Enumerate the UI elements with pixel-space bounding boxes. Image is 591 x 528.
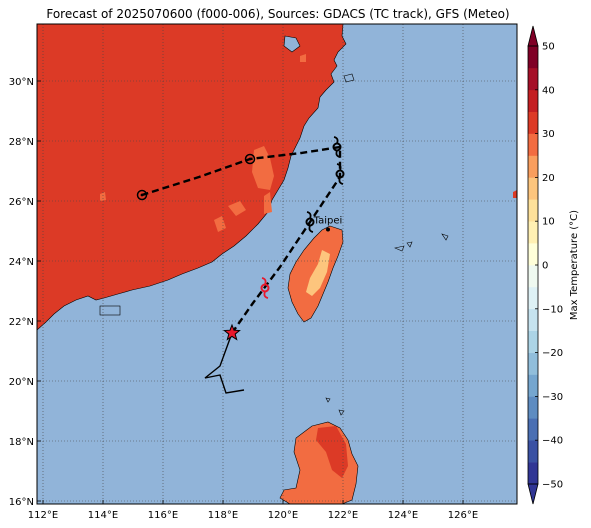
colorbar-band — [528, 374, 538, 397]
colorbar-tick-label: −20 — [542, 348, 563, 359]
colorbar-band — [528, 155, 538, 178]
cyclone-symbol-icon — [305, 211, 315, 233]
x-axis-ticks: 112°E 114°E 116°E 118°E 120°E 122°E 124°E 126°E — [28, 500, 478, 521]
colorbar-band — [528, 352, 538, 375]
colorbar-band — [528, 462, 538, 485]
colorbar-tick-label: 50 — [542, 42, 555, 53]
inland-warm-patch-2 — [228, 201, 246, 216]
colorbar-band — [528, 177, 538, 200]
x-tick-label: 120°E — [268, 510, 298, 521]
city-dot — [326, 227, 330, 232]
colorbar-band — [528, 418, 538, 441]
island-south-1 — [325, 397, 331, 403]
colorbar-band — [528, 243, 538, 266]
colorbar-band — [528, 89, 538, 112]
colorbar-band — [528, 286, 538, 310]
x-tick-label: 124°E — [388, 510, 418, 521]
colorbar-band — [528, 308, 538, 331]
y-tick-label: 22°N — [9, 317, 34, 328]
colorbar-band — [528, 265, 538, 288]
colorbar-band — [528, 330, 538, 353]
cyclone-symbol-icon — [335, 163, 345, 185]
city-label: Taipei — [313, 216, 343, 227]
colorbar-band — [528, 67, 538, 91]
y-tick-label: 30°N — [9, 77, 34, 88]
cyclone-symbol-icon — [332, 136, 342, 158]
island-edge-hot — [513, 190, 517, 198]
y-axis-ticks: 16°N 18°N 20°N 22°N 24°N 26°N 28°N 30°N — [9, 77, 41, 508]
track-circle-marker — [136, 189, 148, 201]
past-track-line — [204, 332, 245, 394]
colorbar-band — [528, 199, 538, 222]
colorbar-band — [528, 221, 538, 244]
inland-warm-patch-6 — [300, 54, 306, 62]
cyclone-symbol-icon — [260, 277, 270, 299]
colorbar-band — [528, 440, 538, 463]
x-tick-label: 114°E — [88, 510, 118, 521]
colorbar-band — [528, 133, 538, 156]
y-tick-label: 16°N — [9, 497, 34, 508]
island-east-2 — [406, 241, 413, 248]
y-tick-label: 26°N — [9, 197, 34, 208]
inland-warm-patch-5 — [100, 192, 106, 201]
taiwan-cool-patch — [306, 250, 330, 296]
island-east-1 — [394, 245, 405, 252]
y-tick-label: 18°N — [9, 437, 34, 448]
x-tick-label: 122°E — [328, 510, 358, 521]
y-tick-label: 24°N — [9, 257, 34, 268]
x-tick-label: 118°E — [208, 510, 238, 521]
figure-title: Forecast of 2025070600 (f000-006), Sourc… — [46, 7, 509, 21]
colorbar-min-arrow — [527, 483, 539, 505]
current-position-star-icon — [223, 323, 241, 341]
island-east-4 — [343, 73, 355, 83]
y-tick-label: 28°N — [9, 137, 34, 148]
island-chusan — [283, 35, 301, 53]
colorbar-label: Max Temperature (°C) — [569, 210, 580, 320]
x-tick-label: 112°E — [28, 510, 58, 521]
colorbar-tick-label: 20 — [542, 173, 555, 184]
colorbar-band — [528, 396, 538, 419]
colorbar-tick-label: −50 — [542, 480, 563, 491]
colorbar-tick-label: −40 — [542, 436, 563, 447]
island-east-3 — [441, 233, 449, 241]
colorbar: −50 −40 −30 −20 −10 0 10 20 30 40 50 — [527, 25, 563, 505]
colorbar-band — [528, 111, 538, 134]
colorbar-tick-label: 40 — [542, 85, 555, 96]
colorbar-tick-label: 0 — [542, 261, 548, 272]
track-circle-marker — [244, 153, 256, 165]
y-tick-label: 20°N — [9, 377, 34, 388]
x-tick-label: 116°E — [148, 510, 178, 521]
colorbar-tick-label: 30 — [542, 129, 555, 140]
inland-warm-patch-4 — [264, 192, 272, 214]
colorbar-tick-label: 10 — [542, 217, 555, 228]
storm-tracks — [136, 136, 345, 394]
x-tick-label: 126°E — [448, 510, 478, 521]
island-south-2 — [338, 409, 345, 416]
graticule — [37, 24, 517, 504]
colorbar-tick-label: −10 — [542, 304, 563, 315]
coast-detail-box — [99, 305, 121, 316]
colorbar-max-arrow — [527, 25, 539, 47]
luzon-hot-patch — [316, 426, 348, 478]
colorbar-band — [528, 46, 538, 69]
colorbar-tick-label: −30 — [542, 392, 563, 403]
map-area — [37, 24, 517, 504]
map-frame — [36, 23, 518, 505]
city-labels: Taipei — [313, 216, 343, 232]
